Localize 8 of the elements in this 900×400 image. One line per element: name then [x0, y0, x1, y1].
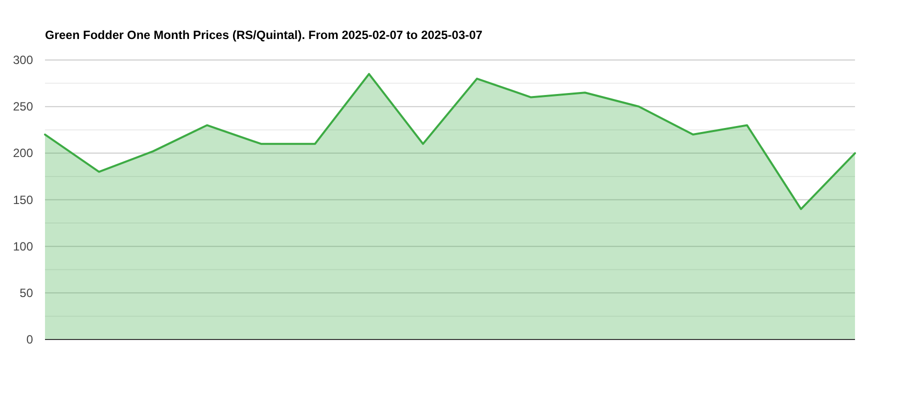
y-tick-label: 300 — [12, 53, 34, 67]
chart-title: Green Fodder One Month Prices (RS/Quintal). From 2025-02-07 to 2025-03-07 — [45, 28, 483, 42]
y-tick-label: 200 — [12, 146, 34, 160]
y-tick-label: 0 — [26, 332, 34, 346]
y-tick-label: 250 — [12, 100, 34, 114]
y-tick-label: 100 — [12, 239, 34, 254]
y-tick-label: 150 — [12, 192, 34, 207]
y-tick-label: 50 — [20, 286, 34, 300]
